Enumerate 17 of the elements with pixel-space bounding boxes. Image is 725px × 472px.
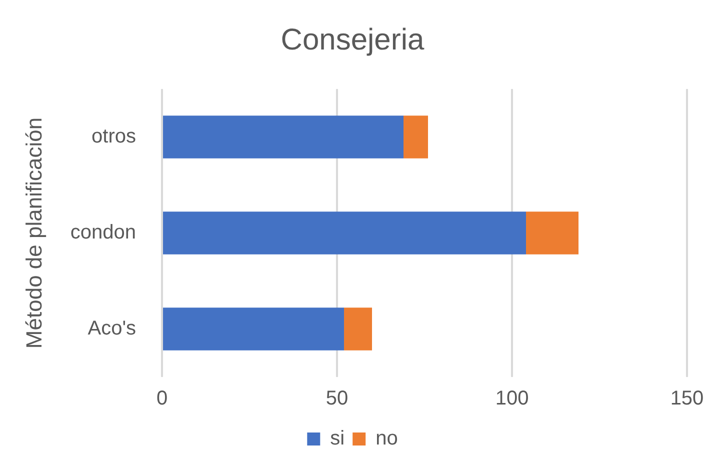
bar <box>344 308 372 350</box>
legend-label: si <box>330 428 345 450</box>
y-tick-label: otros <box>92 126 136 148</box>
bar <box>526 212 579 254</box>
x-tick-label: 100 <box>495 388 529 410</box>
bar <box>163 308 344 350</box>
y-tick-label: condon <box>70 222 136 244</box>
chart-title: Consejeria <box>280 23 425 56</box>
legend-label: no <box>376 428 398 450</box>
bar <box>163 212 526 254</box>
x-tick-label: 0 <box>156 388 168 410</box>
y-tick-label: Aco's <box>88 318 136 340</box>
x-tick-label: 150 <box>670 388 704 410</box>
y-axis-title: Método de planificación <box>21 117 46 349</box>
x-tick-label: 50 <box>326 388 348 410</box>
bar <box>163 116 404 158</box>
bar <box>404 116 428 158</box>
